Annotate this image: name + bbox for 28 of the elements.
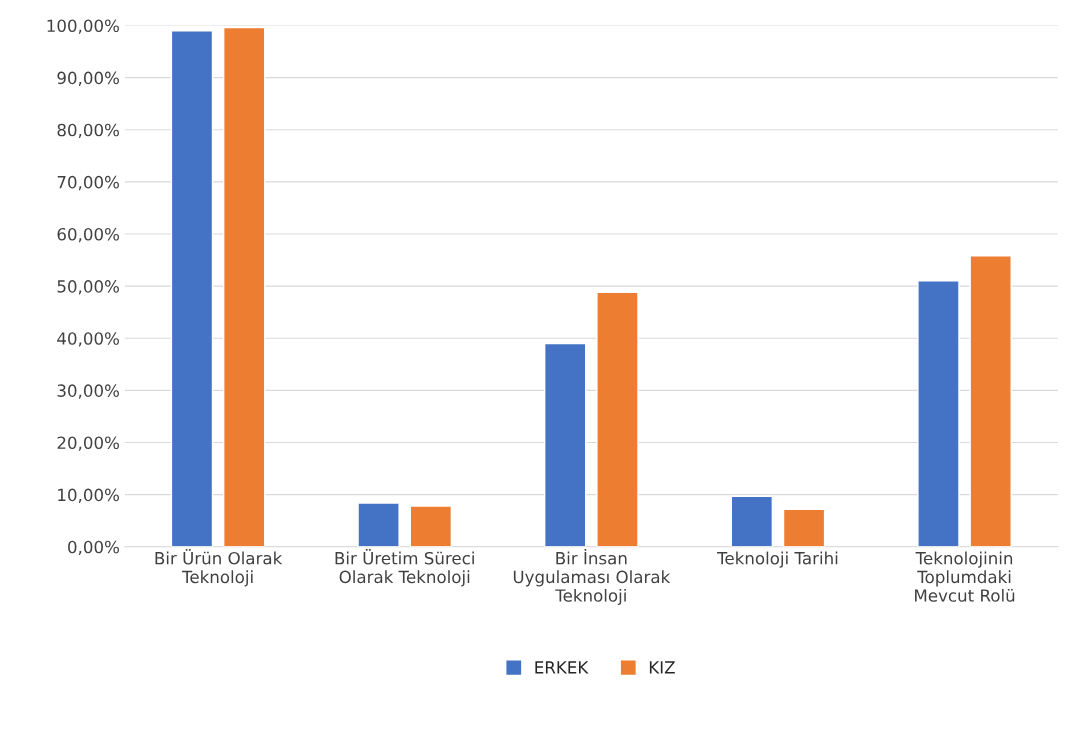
x-tick-label: Bir Ürün Olarak Teknoloji: [155, 549, 283, 587]
bar: [969, 255, 1012, 547]
y-tick-label: 0,00%: [68, 540, 119, 556]
bar: [170, 30, 214, 547]
y-tick-label: 70,00%: [57, 175, 119, 191]
x-tick-label: Teknoloji Tarihi: [717, 551, 838, 568]
x-tick-label: Teknolojinin Toplumdaki Mevcut Rolü: [915, 551, 1015, 602]
x-tick-label: Bir Üretim Süreci Olarak Teknoloji: [335, 549, 474, 587]
y-tick-label: 80,00%: [57, 123, 119, 139]
y-tick-label: 100,00%: [47, 19, 119, 34]
bar: [917, 280, 960, 547]
y-tick-label: 90,00%: [57, 71, 119, 86]
bar: [357, 502, 400, 547]
bar: [782, 508, 826, 547]
y-tick-label: 20,00%: [57, 436, 119, 451]
x-tick-label: Bir İnsan Uygulaması Olarak Teknoloji: [513, 549, 671, 606]
y-tick-label: 30,00%: [57, 384, 119, 399]
y-tick-label: 60,00%: [57, 227, 119, 243]
legend-label: KIZ: [649, 661, 675, 674]
y-tick-label: 10,00%: [58, 488, 119, 503]
bar: [596, 291, 639, 547]
bar: [409, 505, 453, 547]
bar: [730, 495, 774, 547]
y-tick-label: 50,00%: [57, 280, 119, 295]
bar: [543, 342, 587, 547]
bar: [222, 26, 266, 547]
legend-label: ERKEK: [535, 661, 589, 674]
y-tick-label: 40,00%: [57, 332, 119, 347]
